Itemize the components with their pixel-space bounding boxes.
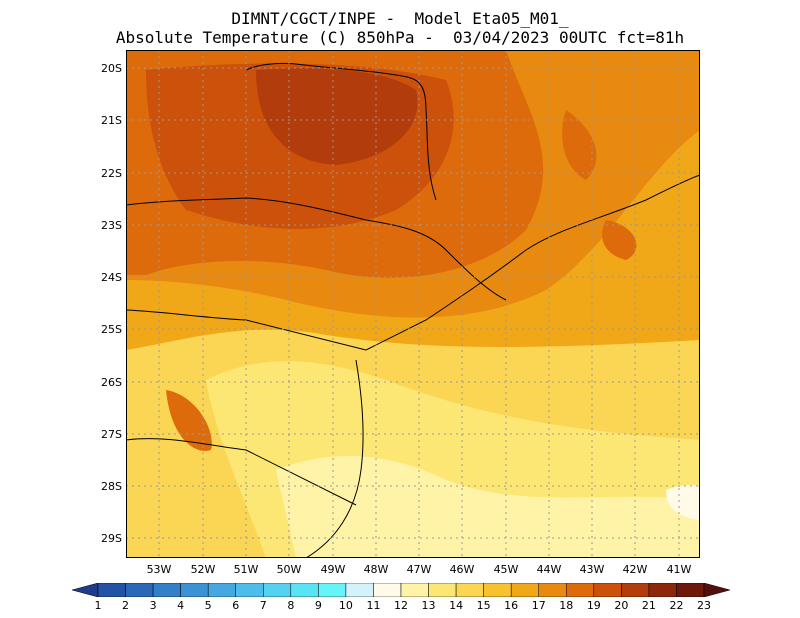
temperature-map <box>126 50 700 558</box>
colorbar-swatch <box>125 583 154 597</box>
lat-label: 23S <box>101 219 122 232</box>
grid-lines <box>126 50 700 558</box>
temp-band-19-south <box>166 390 212 451</box>
colorbar-label: 20 <box>614 599 629 612</box>
lon-label: 51W <box>233 563 259 576</box>
colorbar-label: 1 <box>94 599 102 612</box>
colorbar-swatch <box>263 583 292 597</box>
colorbar-label: 12 <box>394 599 408 612</box>
colorbar-label: 11 <box>366 599 381 612</box>
colorbar-swatch <box>510 583 539 597</box>
colorbar-swatch <box>345 583 374 597</box>
lat-label: 25S <box>101 323 122 336</box>
lon-label: 52W <box>190 563 216 576</box>
lat-label: 29S <box>101 532 122 545</box>
colorbar-label: 18 <box>559 599 574 612</box>
colorbar-swatch <box>373 583 402 597</box>
lon-label: 45W <box>493 563 519 576</box>
colorbar-swatch <box>621 583 650 597</box>
colorbar-label: 9 <box>314 599 322 612</box>
colorbar-swatch <box>593 583 622 597</box>
colorbar-swatch <box>538 583 567 597</box>
colorbar-label: 15 <box>476 599 491 612</box>
colorbar-low-arrow <box>72 583 99 597</box>
lat-label: 21S <box>101 114 122 127</box>
colorbar-label: 7 <box>259 599 267 612</box>
lon-label: 49W <box>320 563 346 576</box>
state-border-south <box>126 438 357 506</box>
colorbar-label: 19 <box>586 599 601 612</box>
colorbar-swatch <box>566 583 595 597</box>
lat-label: 20S <box>101 62 122 75</box>
colorbar-swatch <box>483 583 512 597</box>
colorbar-label: 21 <box>641 599 656 612</box>
colorbar-high-arrow <box>703 583 730 597</box>
colorbar-swatch <box>400 583 429 597</box>
lon-label: 47W <box>406 563 432 576</box>
colorbar-label: 13 <box>421 599 436 612</box>
lat-label: 22S <box>101 167 122 180</box>
colorbar-label: 23 <box>697 599 711 612</box>
lon-label: 44W <box>536 563 562 576</box>
lon-label: 41W <box>666 563 692 576</box>
colorbar-label: 16 <box>504 599 519 612</box>
colorbar-label: 4 <box>177 599 185 612</box>
colorbar-swatch <box>318 583 347 597</box>
colorbar-swatch <box>676 583 705 597</box>
temp-band-19-east <box>602 220 637 260</box>
colorbar-swatch <box>428 583 457 597</box>
colorbar-swatch <box>97 583 126 597</box>
map-title-line2: Absolute Temperature (C) 850hPa - 03/04/… <box>115 28 685 47</box>
temp-band-19-ne <box>562 110 597 180</box>
colorbar-swatch <box>207 583 236 597</box>
lon-label: 48W <box>363 563 389 576</box>
coastline <box>365 174 700 351</box>
lon-label: 50W <box>276 563 302 576</box>
colorbar-label: 10 <box>338 599 353 612</box>
colorbar-label: 5 <box>204 599 212 612</box>
lon-label: 53W <box>146 563 172 576</box>
lon-label: 43W <box>579 563 605 576</box>
temp-band-21 <box>256 68 418 165</box>
lat-label: 28S <box>101 480 122 493</box>
colorbar-label: 22 <box>669 599 684 612</box>
map-border <box>126 50 700 558</box>
colorbar-swatch <box>235 583 264 597</box>
temperature-field <box>126 50 700 558</box>
colorbar-label: 6 <box>232 599 240 612</box>
colorbar <box>72 583 730 597</box>
map-title-line1: DIMNT/CGCT/INPE - Model Eta05_M01_ <box>231 9 569 28</box>
lat-label: 27S <box>101 428 122 441</box>
lat-label: 26S <box>101 376 122 389</box>
colorbar-swatch <box>648 583 677 597</box>
temp-band-13 <box>276 456 700 558</box>
colorbar-label: 2 <box>122 599 130 612</box>
colorbar-label: 8 <box>287 599 295 612</box>
colorbar-swatch <box>180 583 209 597</box>
state-border-north <box>245 62 437 201</box>
temp-band-12 <box>666 485 700 520</box>
state-border-central <box>126 197 507 301</box>
colorbar-swatch <box>290 583 319 597</box>
colorbar-label: 14 <box>449 599 464 612</box>
colorbar-swatch <box>455 583 484 597</box>
colorbar-label: 17 <box>531 599 546 612</box>
lon-label: 46W <box>449 563 475 576</box>
colorbar-swatch <box>152 583 181 597</box>
lon-label: 42W <box>622 563 648 576</box>
colorbar-label: 3 <box>149 599 157 612</box>
lat-label: 24S <box>101 271 122 284</box>
